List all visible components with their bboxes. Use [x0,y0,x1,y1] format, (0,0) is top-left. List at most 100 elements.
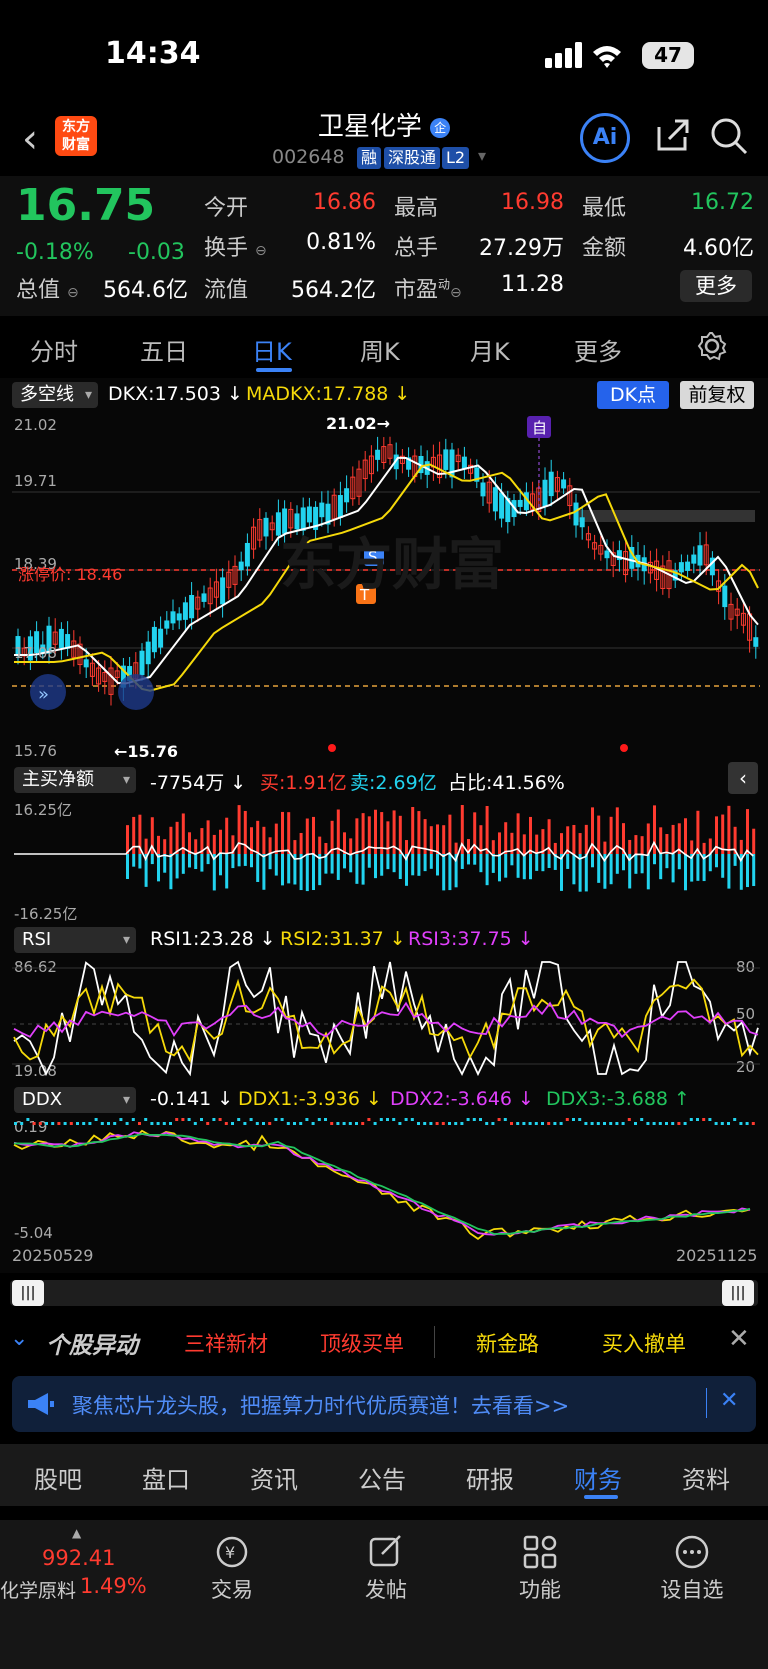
sell-bar [200,854,204,872]
function-grid-icon[interactable] [522,1534,558,1570]
rsi-chart [12,960,760,1077]
madkx-value: MADKX:17.788 ↓ [246,383,411,405]
index-pct[interactable]: 1.49% [80,1574,147,1598]
news-item[interactable]: 顶级买单 [320,1332,404,1356]
tab-finance[interactable]: 财务 [574,1466,622,1494]
sell-bar [671,854,675,883]
promo-banner[interactable] [12,1376,756,1432]
ddx-bar [107,1122,110,1125]
tab-guba[interactable]: 股吧 [34,1466,82,1494]
kline-chart[interactable]: 自 S T » [0,410,768,760]
caret-up-icon: ▲ [72,1526,82,1540]
index-name[interactable]: 化学原料 [0,1580,77,1602]
netbuy-select[interactable]: 主买净额 [14,767,136,793]
ddx-bar [224,1122,228,1125]
sell-bar [541,854,545,872]
buy-bar [733,826,737,854]
ddx-bar [243,1122,247,1125]
close-icon[interactable]: ✕ [728,1324,750,1354]
sell-bar [572,854,576,885]
candle [46,625,52,654]
tab-more[interactable]: 更多 [574,338,622,366]
ddx-bar [429,1122,433,1125]
rsi-top-label: 86.62 [14,958,57,976]
tab-daily-k[interactable]: 日K [252,338,292,366]
ddx-bar [652,1122,656,1125]
tab-profile[interactable]: 资料 [682,1466,730,1494]
kline-indicator-select[interactable]: 多空线 [12,382,98,408]
buy-bar [398,815,402,854]
sell-bar [491,854,495,873]
more-button[interactable]: 更多 [680,270,752,302]
tab-five-day[interactable]: 五日 [140,338,188,366]
ddx-select[interactable]: DDX [14,1087,136,1113]
sell-bar [318,854,322,886]
candle [697,545,703,566]
ddx-bar [336,1122,340,1125]
sell-bar [392,854,396,873]
candle [27,636,33,661]
rsi-select[interactable]: RSI [14,927,136,953]
tab-intraday[interactable]: 分时 [30,338,78,366]
toolbar-post[interactable]: 发帖 [365,1578,407,1602]
candle [176,613,182,621]
tab-news[interactable]: 资讯 [250,1466,298,1494]
scroll-handle-left[interactable]: ||| [12,1280,44,1306]
news-item[interactable]: 三祥新材 [184,1332,268,1356]
add-watchlist-icon[interactable] [674,1534,710,1570]
ddx-value: -0.141 ↓ [150,1088,234,1110]
sell-bar [690,854,694,882]
prev-arrow-icon[interactable] [30,674,66,710]
info-icon[interactable]: ⊖ [67,285,79,301]
sell-bar [281,854,284,886]
news-item[interactable]: 新金路 [476,1332,539,1356]
dk-point-button[interactable]: DK点 [597,381,669,409]
adjust-button[interactable]: 前复权 [680,381,754,409]
trade-icon[interactable]: ¥ [214,1534,250,1570]
tab-monthly-k[interactable]: 月K [470,338,510,366]
back-button[interactable]: ‹ [22,116,38,162]
tab-weekly-k[interactable]: 周K [360,338,400,366]
info-icon[interactable]: ⊖ [450,285,462,301]
buy-bar [132,816,136,854]
sell-bar [343,854,346,869]
share-icon[interactable] [655,117,691,153]
buy-bar [715,816,718,854]
candle [517,499,523,507]
close-icon[interactable]: ✕ [720,1388,739,1413]
post-icon[interactable] [368,1534,404,1570]
candle [592,542,598,550]
toolbar-trade[interactable]: 交易 [211,1578,253,1602]
banner-text[interactable]: 聚焦芯片龙头股，把握算力时代优质赛道！去看看>> [72,1394,570,1418]
candle [83,659,89,668]
sell-bar [293,854,297,885]
sell-bar [225,854,229,889]
toolbar-function[interactable]: 功能 [519,1578,561,1602]
toolbar-add-watchlist[interactable]: 设自选 [660,1578,724,1602]
sell-bar [646,854,650,890]
scroll-handle-right[interactable]: ||| [722,1280,754,1306]
ddx-bar [45,1122,48,1125]
tab-announcement[interactable]: 公告 [358,1466,406,1494]
collapse-left-icon[interactable]: ‹ [728,762,758,794]
settings-gear-icon[interactable] [697,331,727,361]
info-icon[interactable]: ⊖ [255,243,267,259]
tab-pankou[interactable]: 盘口 [142,1466,190,1494]
ddx-chart [13,1118,755,1241]
candle [89,662,95,677]
chevron-down-icon[interactable]: ⌄ [10,1326,29,1351]
sell-bar [591,854,594,868]
chart-scrollbar[interactable] [10,1280,758,1306]
tab-research[interactable]: 研报 [466,1466,514,1494]
buy-bar [330,820,334,854]
candle [573,502,579,526]
sell-bar [721,854,725,878]
expand-icon[interactable] [118,674,154,710]
ddx-bar [355,1122,358,1125]
candle [542,479,548,507]
news-item[interactable]: 买入撤单 [602,1332,686,1356]
search-icon[interactable] [710,117,748,155]
chevron-down-icon[interactable]: ▾ [478,146,487,165]
index-value[interactable]: 992.41 [42,1546,116,1570]
ai-button[interactable]: Ai [580,113,630,163]
